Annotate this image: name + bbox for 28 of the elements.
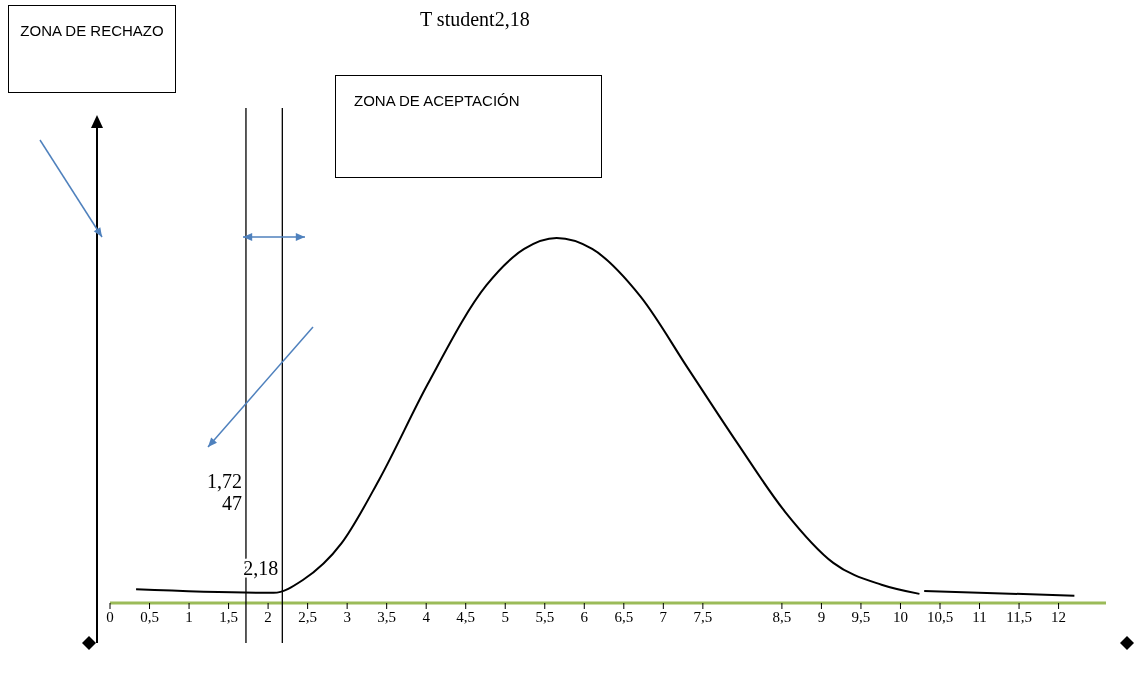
x-tick-label: 6 — [580, 608, 589, 625]
x-tick-label: 8,5 — [772, 608, 792, 625]
x-tick-label: 0,5 — [140, 608, 159, 625]
x-tick-label: 3,5 — [377, 608, 397, 625]
x-tick-label: 4,5 — [456, 608, 476, 625]
x-tick-label: 1,5 — [219, 608, 238, 625]
x-tick-label: 2,5 — [298, 608, 317, 625]
chart-title: T student2,18 — [420, 8, 530, 31]
x-tick-label: 6,5 — [614, 608, 634, 625]
x-tick-label: 9,5 — [851, 608, 871, 625]
x-tick-label: 1 — [185, 608, 193, 625]
ref-line-label: 1,72 47 — [206, 470, 242, 514]
x-tick-label: 3 — [343, 608, 351, 625]
x-tick-label: 9 — [817, 608, 826, 625]
text: ZONA DE ACEPTACIÓN — [335, 75, 602, 178]
x-tick-label: 7 — [659, 608, 668, 625]
x-tick-label: 7,5 — [693, 608, 713, 625]
x-tick-label: 4 — [422, 608, 431, 625]
text: ZONA DE RECHAZO — [8, 5, 176, 93]
x-tick-label: 10,5 — [926, 608, 954, 625]
x-tick-label: 2 — [264, 608, 272, 625]
x-tick-label: 11,5 — [1006, 608, 1032, 625]
x-tick-label: 5,5 — [535, 608, 555, 625]
x-tick-label: 5 — [501, 608, 509, 625]
x-tick-label: 0 — [106, 608, 114, 625]
x-tick-label: 11 — [972, 608, 987, 625]
x-tick-label: 10 — [892, 608, 908, 625]
x-tick-label: 12 — [1051, 608, 1067, 625]
